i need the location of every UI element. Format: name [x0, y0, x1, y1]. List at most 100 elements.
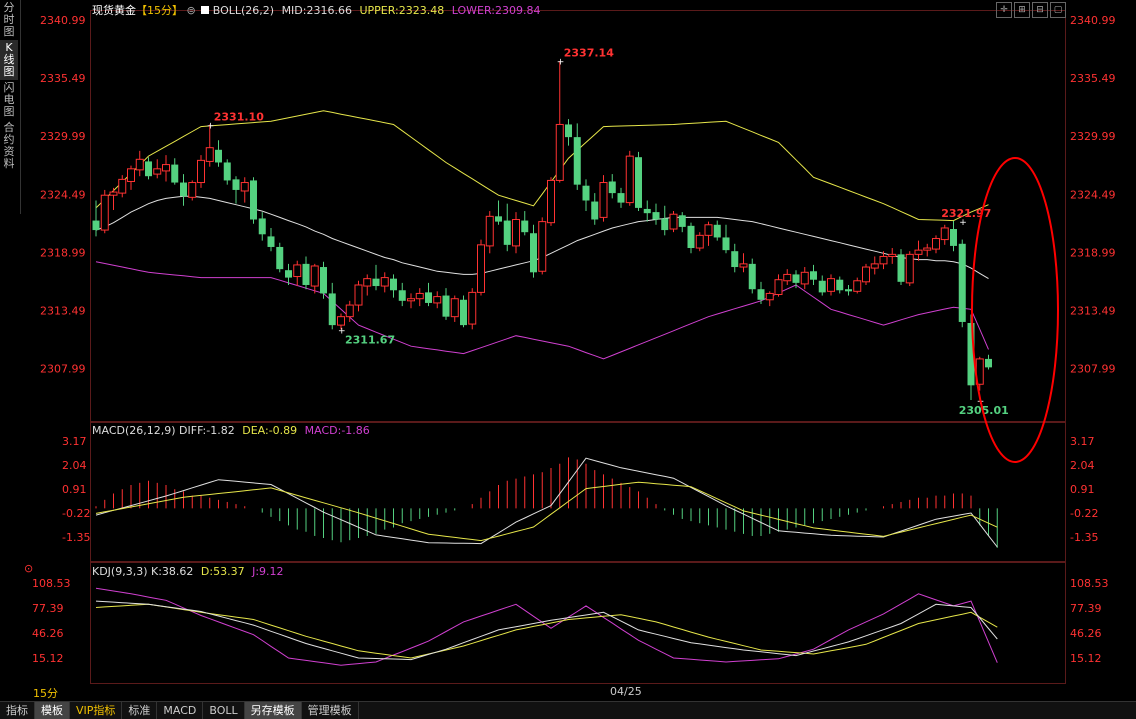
macd-tick-left: -1.35 — [62, 531, 90, 544]
candle-body-up — [468, 291, 477, 325]
candle-body-up — [783, 273, 792, 282]
candle-body-up — [380, 277, 389, 287]
boll-label: BOLL(26,2) — [212, 4, 275, 17]
candle-body-down — [748, 263, 756, 290]
candle-body-down — [713, 224, 721, 238]
tab-save-template[interactable]: 另存模板 — [244, 702, 302, 719]
candle-body-down — [372, 278, 380, 287]
crosshair-icon[interactable]: ✛ — [996, 2, 1012, 18]
candle-body-down — [722, 237, 730, 251]
price-panel-frame — [90, 10, 1066, 422]
candle-body-up — [433, 296, 442, 304]
extreme-marker: + — [959, 218, 967, 228]
candle-body-up — [827, 278, 835, 292]
extreme-marker: + — [207, 121, 215, 131]
candle-body-up — [310, 265, 319, 287]
candle-body-down — [845, 289, 852, 292]
tab-contract-info[interactable]: 合约资料 — [3, 121, 15, 170]
price-header: 现货黄金【15分】 ⊜ BOLL(26,2) MID:2316.66 UPPER… — [92, 2, 540, 18]
macd-tick-left: 2.04 — [62, 459, 87, 472]
tab-manage-templates[interactable]: 管理模板 — [302, 702, 359, 719]
kdj-d: D:53.37 — [200, 565, 245, 578]
candle-body-down — [530, 233, 537, 273]
candle-body-up — [118, 178, 127, 194]
macd-tick-left: -0.22 — [62, 507, 90, 520]
candle-body-up — [407, 298, 415, 302]
candle-body-down — [223, 162, 231, 181]
candle-body-up — [932, 238, 940, 250]
period-tag: 【15分】 — [136, 4, 183, 17]
macd-value: MACD:-1.86 — [304, 424, 370, 437]
candle-body-down — [643, 208, 651, 214]
candle-body-up — [739, 263, 748, 268]
candle-body-down — [565, 124, 572, 138]
tab-boll[interactable]: BOLL — [203, 702, 245, 719]
tab-indicators[interactable]: 指标 — [0, 702, 35, 719]
candle-body-up — [354, 284, 363, 306]
candle-body-up — [485, 215, 494, 247]
candle-body-up — [765, 292, 774, 301]
candle-body-down — [678, 215, 686, 227]
candle-body-up — [109, 191, 118, 196]
candle-body-down — [958, 243, 966, 322]
candle-body-down — [810, 271, 817, 280]
tab-timeshare[interactable]: 分时图 — [3, 1, 15, 38]
macd-diff-line — [95, 457, 998, 548]
candle-body-down — [320, 267, 327, 294]
extreme-price-label: 2337.14 — [564, 47, 614, 60]
price-tick-left: 2318.99 — [40, 246, 86, 259]
kdj-k: K:38.62 — [151, 565, 194, 578]
candle-body-up — [905, 253, 914, 284]
candle-body-up — [704, 224, 713, 236]
candle-body-up — [477, 244, 485, 293]
macd-tick-right: 2.04 — [1070, 459, 1095, 472]
candle-body-up — [555, 123, 564, 181]
candle-body-up — [870, 263, 879, 269]
candle-body-down — [950, 229, 957, 246]
candle-body-down — [92, 220, 100, 231]
candle-body-down — [897, 254, 905, 282]
tab-kline[interactable]: K线图 — [0, 40, 18, 80]
candle-body-up — [625, 155, 634, 204]
kdj-tick-left: 46.26 — [32, 627, 64, 640]
macd-tick-left: 3.17 — [62, 435, 87, 448]
tab-templates[interactable]: 模板 — [35, 702, 70, 719]
candle-body-up — [923, 247, 932, 251]
candle-body-down — [267, 236, 275, 247]
date-axis-label: 04/25 — [610, 685, 642, 698]
candle-body-up — [135, 158, 144, 171]
kdj-j-line — [95, 587, 998, 666]
zoom-in-icon[interactable]: ⊞ — [1014, 2, 1030, 18]
chart-canvas[interactable]: 2340.99 2340.99 2335.49 2335.49 2329.99 2329.… — [0, 0, 1136, 700]
settings-icon[interactable]: ⊜ — [186, 4, 196, 17]
kdj-k-line — [95, 600, 998, 661]
extreme-price-label: 2311.67 — [345, 334, 395, 347]
price-tick-left: 2340.99 — [40, 14, 86, 27]
price-tick-left: 2329.99 — [40, 130, 86, 143]
candle-body-up — [547, 179, 555, 224]
tab-standard[interactable]: 标准 — [122, 702, 158, 719]
candle-body-down — [328, 293, 336, 326]
candle-body-down — [591, 201, 599, 220]
tab-macd[interactable]: MACD — [157, 702, 204, 719]
candle-body-up — [774, 279, 783, 295]
candle-body-up — [853, 280, 862, 292]
kdj-label: KDJ(9,3,3) — [92, 565, 148, 578]
candle-body-down — [521, 220, 529, 233]
maximize-icon[interactable]: ▢ — [1050, 2, 1066, 18]
candle-body-down — [232, 179, 240, 190]
kdj-settings-icon: ⊙ — [24, 562, 33, 575]
macd-label: MACD(26,12,9) — [92, 424, 176, 437]
macd-tick-left: 0.91 — [62, 483, 87, 496]
candle-body-down — [285, 270, 292, 278]
candle-body-down — [836, 279, 844, 291]
candle-body-down — [757, 289, 765, 300]
tab-vip-indicators[interactable]: VIP指标 — [70, 702, 123, 719]
zoom-out-icon[interactable]: ⊟ — [1032, 2, 1048, 18]
candle-body-up — [205, 147, 214, 162]
kdj-d-line — [95, 603, 998, 659]
candle-body-down — [617, 193, 625, 203]
tab-flash-chart[interactable]: 闪电图 — [3, 81, 15, 118]
kdj-tick-right: 77.39 — [1070, 602, 1102, 615]
macd-panel-frame — [90, 422, 1066, 562]
